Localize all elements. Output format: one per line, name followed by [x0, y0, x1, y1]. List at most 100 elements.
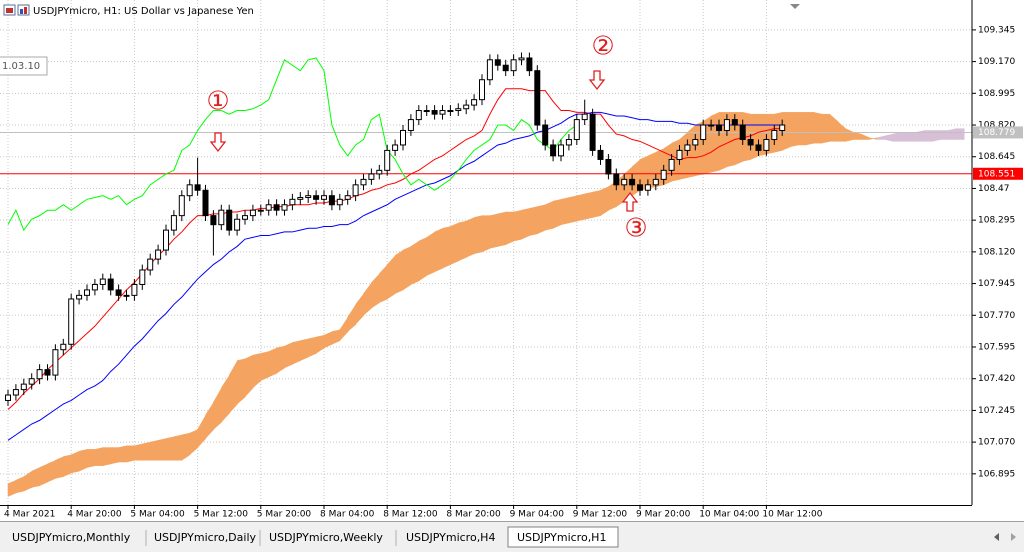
tab-label[interactable]: USDJPYmicro,Weekly: [269, 531, 383, 544]
cloud-segment: [426, 231, 436, 276]
candle-body: [313, 195, 320, 200]
candle-body: [76, 294, 83, 300]
candle-body: [20, 383, 27, 391]
tab-label[interactable]: USDJPYmicro,Daily: [154, 531, 257, 544]
cloud-segment: [355, 292, 365, 325]
scroll-left[interactable]: [994, 533, 999, 541]
candle-body: [565, 139, 572, 146]
tab[interactable]: USDJPYmicro,H4: [406, 531, 495, 544]
x-tick-label: 5 Mar 20:00: [257, 510, 312, 520]
y-tick-label: 108.295: [978, 216, 1015, 226]
candle-body: [352, 184, 359, 197]
y-tick-label: 108.820: [978, 121, 1015, 131]
price-label-box: [973, 126, 1023, 139]
annotation-arrow: [588, 70, 606, 91]
candle-body: [202, 189, 209, 217]
candle-body: [210, 215, 217, 226]
candle-body: [242, 215, 248, 220]
trade-panel-toggle[interactable]: [790, 4, 800, 9]
candle-body: [123, 294, 130, 297]
cloud-segment: [505, 211, 515, 245]
candle-body: [415, 110, 422, 121]
candle-body: [407, 119, 414, 131]
x-tick-label: 9 Mar 12:00: [573, 510, 628, 520]
candle-body: [115, 289, 122, 296]
candle-body: [613, 173, 620, 186]
candle-body: [360, 178, 367, 186]
candle-body: [376, 169, 383, 175]
candle-body: [28, 378, 35, 385]
active-tab[interactable]: USDJPYmicro,H1: [507, 526, 619, 548]
y-tick-label: 107.770: [978, 311, 1015, 321]
cloud-segment: [347, 303, 357, 333]
cloud-segment: [458, 220, 467, 262]
candle-body: [692, 139, 699, 146]
candle-body: [597, 149, 604, 160]
cloud-segment: [300, 338, 309, 361]
tab[interactable]: USDJPYmicro,Weekly: [269, 530, 397, 546]
candle-body: [652, 178, 659, 186]
candle-body: [486, 59, 493, 81]
candle-body: [755, 144, 762, 151]
candle-body: [763, 139, 770, 151]
candle-body: [621, 178, 628, 186]
cloud-segment: [213, 386, 222, 430]
tab-label[interactable]: USDJPYmicro,H1: [517, 531, 606, 544]
cloud-segment: [228, 359, 238, 414]
cloud-segment: [284, 342, 294, 369]
cloud-segment: [55, 456, 64, 479]
cloud-segment: [584, 191, 594, 220]
x-tick-label: 10 Mar 12:00: [762, 510, 822, 520]
x-tick-label: 10 Mar 04:00: [699, 510, 759, 520]
candle-body: [186, 184, 193, 197]
tab[interactable]: USDJPYmicro,Monthly: [12, 530, 147, 546]
price-label: 108.551: [978, 169, 1015, 179]
tab-label[interactable]: USDJPYmicro,Monthly: [12, 531, 131, 544]
candle-body: [5, 394, 11, 401]
price-label: 108.779: [978, 128, 1015, 138]
candle-body: [431, 110, 438, 115]
candle-body: [494, 59, 501, 66]
cloud-segment: [521, 208, 531, 240]
candle-body: [629, 178, 636, 186]
candle-body: [423, 110, 430, 113]
chart-icon: [17, 4, 30, 16]
active-tab-box[interactable]: [507, 526, 619, 548]
x-tick-label: 8 Mar 20:00: [446, 510, 501, 520]
y-tick-label: 108.47: [978, 184, 1010, 194]
cloud-segment: [181, 432, 191, 461]
cloud-segment: [939, 130, 949, 140]
candle-body: [226, 209, 233, 231]
chart-icon: [20, 9, 23, 14]
candle-body: [637, 184, 643, 191]
cloud-segment: [560, 197, 570, 225]
cloud-segment: [497, 211, 507, 247]
candle-body: [305, 195, 312, 199]
tab-label[interactable]: USDJPYmicro,H4: [406, 531, 495, 544]
scroll-right[interactable]: [1011, 533, 1016, 541]
cloud-segment: [126, 445, 136, 463]
y-tick-label: 107.420: [978, 374, 1015, 384]
tab[interactable]: USDJPYmicro,Daily: [154, 530, 261, 546]
candle-body: [328, 195, 335, 206]
candle-body: [510, 59, 517, 72]
cloud-segment: [544, 200, 554, 231]
cloud-segment: [797, 112, 807, 146]
candle-body: [131, 283, 138, 296]
candle-body: [739, 124, 746, 141]
candle-body: [518, 57, 525, 61]
candle-body: [771, 129, 778, 141]
chart-icon: [24, 7, 27, 14]
candle-body: [463, 104, 470, 110]
candle-body: [589, 113, 596, 151]
cloud-segment: [173, 434, 183, 461]
candle-body: [502, 64, 509, 72]
candle-body: [321, 195, 327, 200]
candle-body: [526, 57, 533, 72]
cloud-segment: [537, 204, 546, 235]
candle-body: [68, 298, 75, 345]
candle-body: [708, 124, 715, 127]
cloud-segment: [149, 440, 159, 461]
